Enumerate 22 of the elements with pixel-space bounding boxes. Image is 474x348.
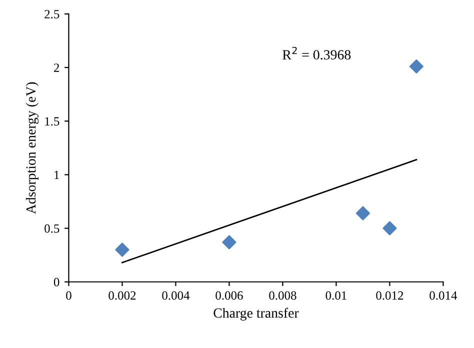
x-tick-label: 0.008	[269, 291, 296, 300]
y-tick-label: 2	[54, 64, 60, 72]
annotation: R$^{2}$ = 0.3968	[282, 46, 351, 60]
y-tick-label: 2.5	[44, 10, 60, 18]
point	[356, 206, 370, 220]
x-tick-label: 0.014	[430, 291, 458, 300]
point	[409, 59, 424, 74]
x-tick-label: 0.002	[108, 291, 136, 300]
x-tick-label: 0.006	[216, 291, 243, 300]
x-axis-title: Charge transfer	[214, 308, 299, 321]
x-tick-label: 0.01	[326, 291, 346, 300]
y-tick-label: 1	[54, 170, 59, 180]
point	[382, 221, 397, 236]
y-tick-label: 0	[54, 278, 60, 286]
y-tick-label: 0.5	[44, 224, 60, 233]
y-axis-title: Adsorption energy (eV)	[26, 82, 39, 214]
x-tick-label: 0.004	[162, 291, 190, 300]
y-tick-label: 1.5	[45, 117, 60, 126]
x-tick-label: 0.012	[376, 291, 404, 300]
x-tick-label: 0	[66, 291, 72, 300]
point	[222, 235, 236, 250]
point	[115, 242, 130, 257]
